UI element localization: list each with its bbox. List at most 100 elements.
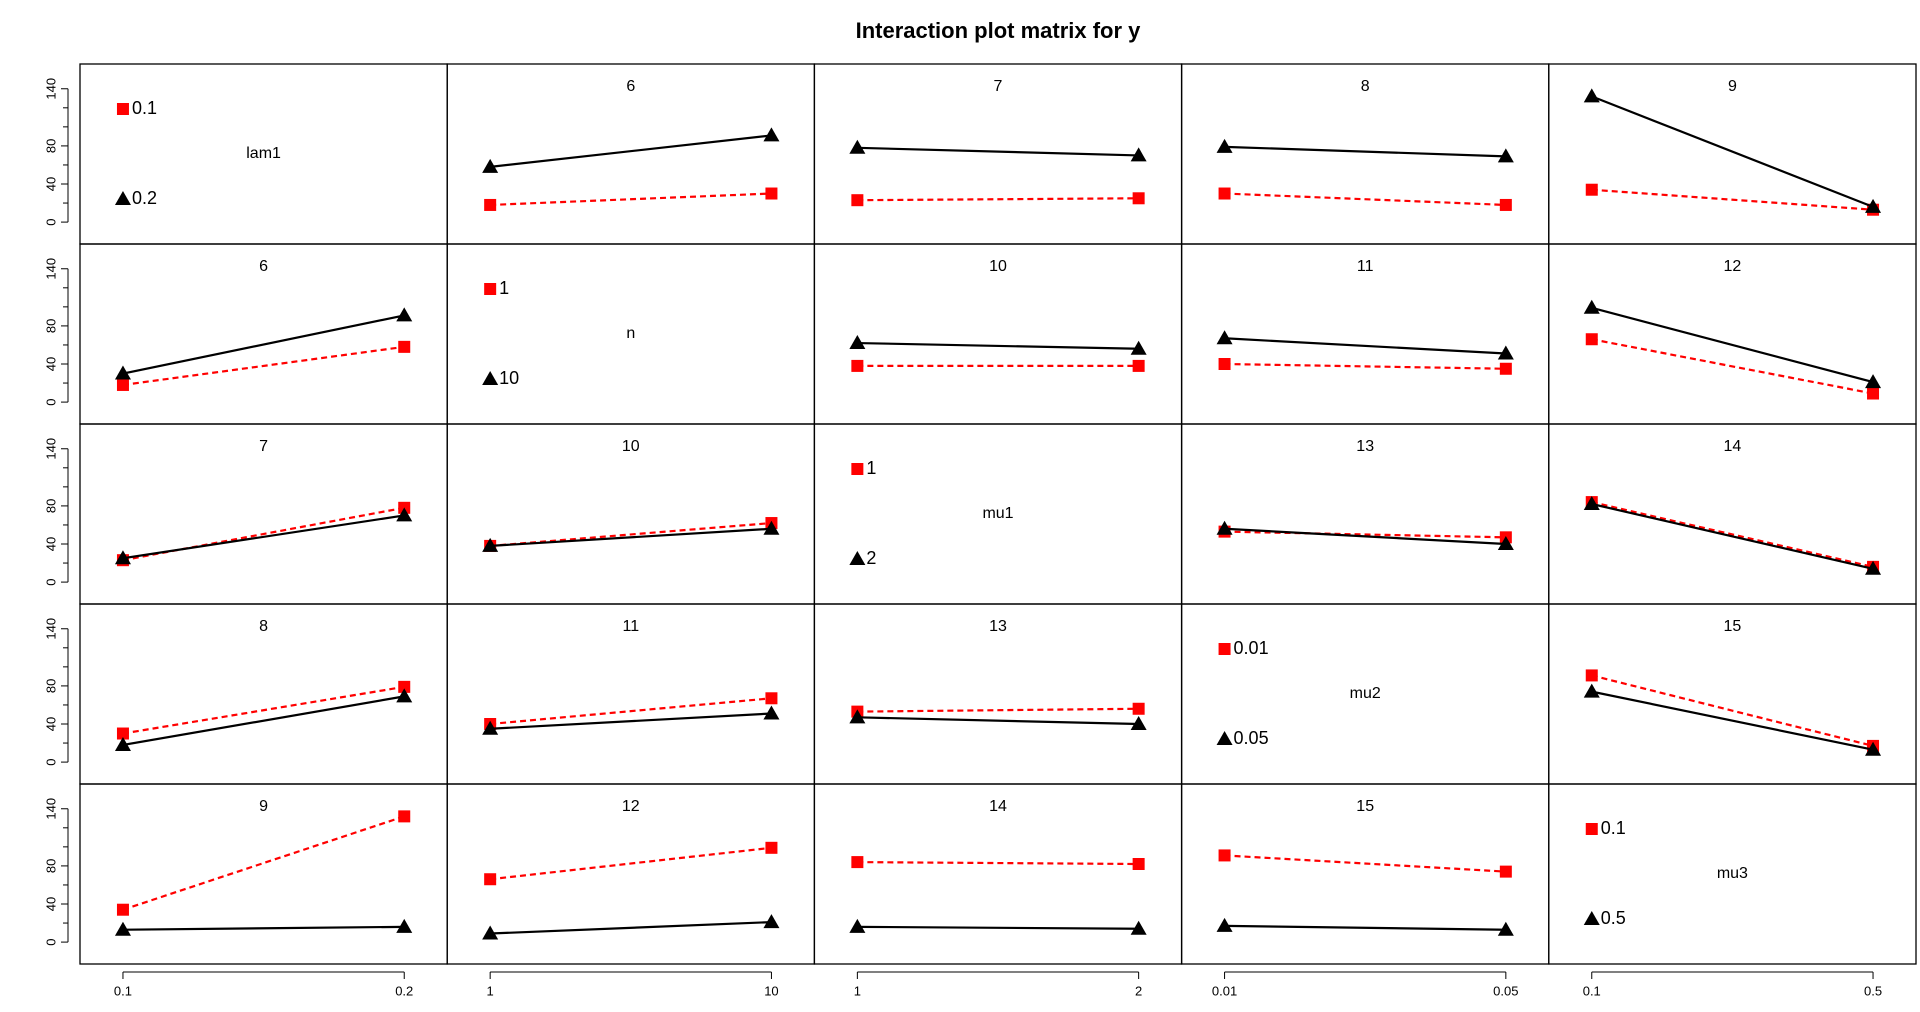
square-marker — [1218, 187, 1231, 200]
triangle-marker — [396, 918, 413, 933]
series-line — [1224, 192, 1506, 207]
panel-title: 6 — [259, 258, 268, 275]
y-tick-label: 0 — [43, 578, 58, 585]
triangle-marker — [849, 335, 866, 350]
triangle-marker — [114, 550, 131, 565]
series-line — [857, 925, 1139, 930]
x-tick-label: 2 — [1135, 983, 1142, 998]
square-marker — [1132, 192, 1145, 205]
triangle-marker — [849, 709, 866, 724]
triangle-marker — [114, 921, 131, 936]
triangle-marker — [396, 688, 413, 703]
series-line — [857, 716, 1139, 726]
series-line — [1591, 306, 1874, 384]
x-tick-label: 0.5 — [1864, 983, 1882, 998]
panel-title: 10 — [622, 438, 640, 455]
triangle-marker — [396, 307, 413, 322]
square-marker — [116, 103, 129, 115]
square-marker — [1499, 198, 1512, 211]
panel-title: 7 — [259, 438, 268, 455]
square-marker — [484, 873, 497, 886]
square-marker — [765, 841, 778, 854]
square-marker — [1585, 183, 1598, 196]
series-line — [1224, 362, 1506, 370]
panel-title: 14 — [1724, 438, 1742, 455]
x-tick-label: 1 — [487, 983, 494, 998]
y-tick-label: 40 — [43, 897, 58, 911]
triangle-marker — [763, 705, 780, 720]
series-line — [122, 314, 405, 375]
square-marker — [1585, 823, 1598, 835]
y-tick-label: 80 — [43, 679, 58, 693]
triangle-marker — [1583, 496, 1600, 510]
triangle-marker — [482, 925, 499, 940]
legend-label: 2 — [866, 548, 876, 568]
factor-name: mu3 — [1717, 865, 1748, 882]
y-tick-label: 0 — [43, 758, 58, 765]
series-line — [122, 695, 405, 747]
series-line — [490, 134, 772, 168]
factor-name: lam1 — [246, 145, 281, 162]
x-tick-label: 0.1 — [114, 983, 132, 998]
triangle-marker — [1216, 731, 1233, 745]
series-line — [122, 506, 405, 562]
factor-name: mu1 — [982, 505, 1013, 522]
triangle-marker — [1130, 147, 1147, 162]
triangle-marker — [1130, 920, 1147, 935]
square-marker — [1218, 849, 1231, 862]
triangle-marker — [1216, 330, 1233, 345]
series-line — [122, 514, 405, 560]
triangle-marker — [849, 551, 866, 565]
legend-label: 10 — [499, 368, 519, 388]
series-line — [1591, 502, 1874, 570]
panel-title: 8 — [1361, 78, 1370, 95]
square-marker — [851, 856, 864, 869]
legend-label: 0.5 — [1601, 908, 1626, 928]
series-line — [1591, 690, 1874, 751]
triangle-marker — [1216, 138, 1233, 153]
square-marker — [1499, 362, 1512, 375]
legend-label: 0.1 — [132, 98, 157, 118]
triangle-marker — [1583, 299, 1600, 314]
y-tick-label: 140 — [43, 258, 58, 280]
triangle-marker — [1216, 917, 1233, 932]
square-marker — [398, 680, 411, 693]
y-tick-label: 80 — [43, 859, 58, 873]
triangle-marker — [1865, 374, 1882, 389]
series-line — [1224, 145, 1506, 158]
series-line — [857, 197, 1139, 202]
triangle-marker — [849, 139, 866, 154]
series-line — [122, 925, 405, 931]
x-tick-label: 1 — [854, 983, 861, 998]
square-marker — [1132, 702, 1145, 715]
triangle-marker — [114, 191, 131, 205]
legend-label: 0.01 — [1234, 638, 1269, 658]
series-line — [122, 815, 405, 911]
series-line — [1591, 501, 1874, 568]
y-tick-label: 40 — [43, 717, 58, 731]
series-line — [857, 860, 1139, 866]
x-tick-label: 10 — [764, 983, 778, 998]
triangle-marker — [1865, 560, 1882, 575]
legend-label: 1 — [499, 278, 509, 298]
x-tick-label: 0.2 — [395, 983, 413, 998]
panel-frame — [1548, 783, 1917, 965]
series-line — [1224, 854, 1506, 873]
y-tick-label: 80 — [43, 139, 58, 153]
panel-title: 11 — [1357, 258, 1374, 275]
triangle-marker — [482, 720, 499, 735]
panel-title: 15 — [1724, 618, 1742, 635]
series-line — [490, 527, 772, 548]
square-marker — [116, 378, 129, 391]
legend-label: 1 — [866, 458, 876, 478]
square-marker — [1499, 865, 1512, 878]
panel-title: 11 — [622, 618, 639, 635]
triangle-marker — [1497, 345, 1514, 360]
triangle-marker — [482, 371, 499, 385]
triangle-marker — [482, 537, 499, 552]
triangle-marker — [1583, 88, 1600, 103]
chart-title: Interaction plot matrix for y — [856, 18, 1142, 43]
square-marker — [1585, 669, 1598, 682]
triangle-marker — [396, 507, 413, 522]
